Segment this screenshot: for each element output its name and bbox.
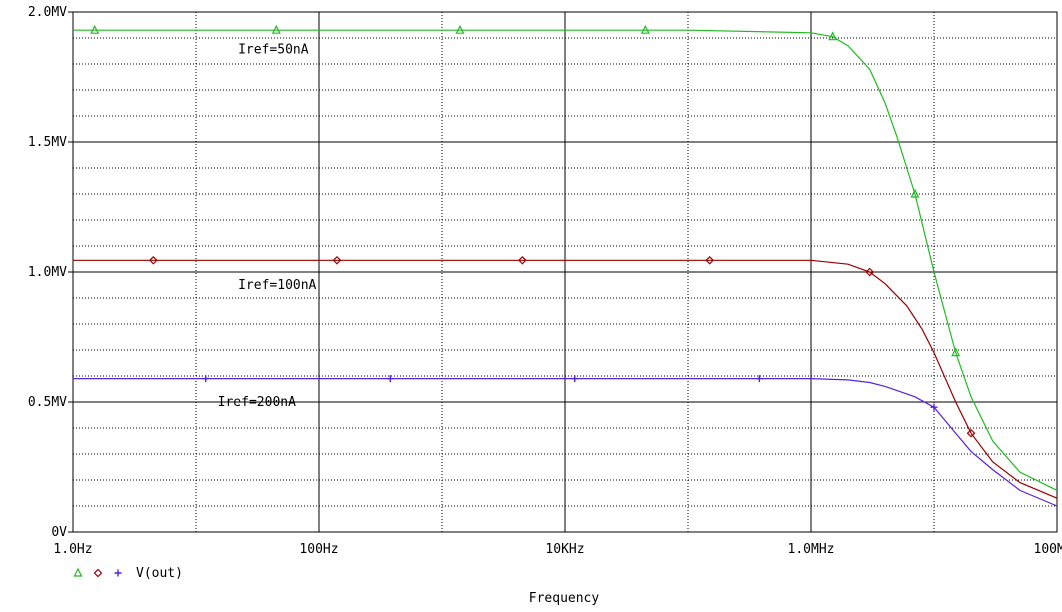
x-tick-label: 10KHz <box>545 542 584 557</box>
series-marker <box>90 24 100 34</box>
series-marker <box>828 31 838 41</box>
y-tick-label: 0.5MV <box>28 395 67 410</box>
series-annotation: Iref=200nA <box>218 395 296 410</box>
annotation-group: Iref=50nA Iref=100nA Iref=200nA <box>218 43 317 410</box>
grid <box>72 11 1058 533</box>
series-marker <box>910 188 920 198</box>
series-marker <box>966 428 976 438</box>
series-marker <box>386 375 394 383</box>
series-marker <box>455 24 465 34</box>
series-marker <box>114 569 122 577</box>
x-tick-labels: 1.0Hz 100Hz 10KHz 1.0MHz 100MHz <box>53 542 1062 557</box>
series-annotation: Iref=100nA <box>238 278 316 293</box>
series-marker <box>640 24 650 34</box>
series-2 <box>73 255 1058 499</box>
series-marker <box>755 375 763 383</box>
series-marker <box>865 267 875 277</box>
series-annotation: Iref=50nA <box>238 43 309 58</box>
series-line <box>73 259 1058 499</box>
y-tick-label: 1.0MV <box>28 265 67 280</box>
series-marker <box>271 24 281 34</box>
x-tick-label: 100MHz <box>1034 542 1062 557</box>
x-tick-label: 100Hz <box>299 542 338 557</box>
series-marker <box>571 375 579 383</box>
series-1 <box>73 24 1058 491</box>
series-marker <box>517 255 527 265</box>
series-3 <box>73 375 1058 507</box>
legend: V(out) <box>73 566 183 581</box>
series-marker <box>332 255 342 265</box>
series-marker <box>73 567 83 577</box>
x-tick-label: 1.0MHz <box>788 542 835 557</box>
x-axis-label: Frequency <box>529 591 600 606</box>
series-line <box>73 29 1058 491</box>
x-tick-label: 1.0Hz <box>53 542 92 557</box>
series-marker <box>951 347 961 357</box>
series-line <box>73 378 1058 507</box>
series-marker <box>930 403 938 411</box>
y-tick-label: 1.5MV <box>28 135 67 150</box>
series-marker <box>148 255 158 265</box>
y-tick-labels: 0V 0.5MV 1.0MV 1.5MV 2.0MV <box>28 5 73 540</box>
series-group <box>73 24 1058 507</box>
y-tick-label: 0V <box>51 525 67 540</box>
series-marker <box>202 375 210 383</box>
y-tick-label: 2.0MV <box>28 5 67 20</box>
series-marker <box>93 568 103 578</box>
legend-label: V(out) <box>136 566 183 581</box>
series-marker <box>705 255 715 265</box>
